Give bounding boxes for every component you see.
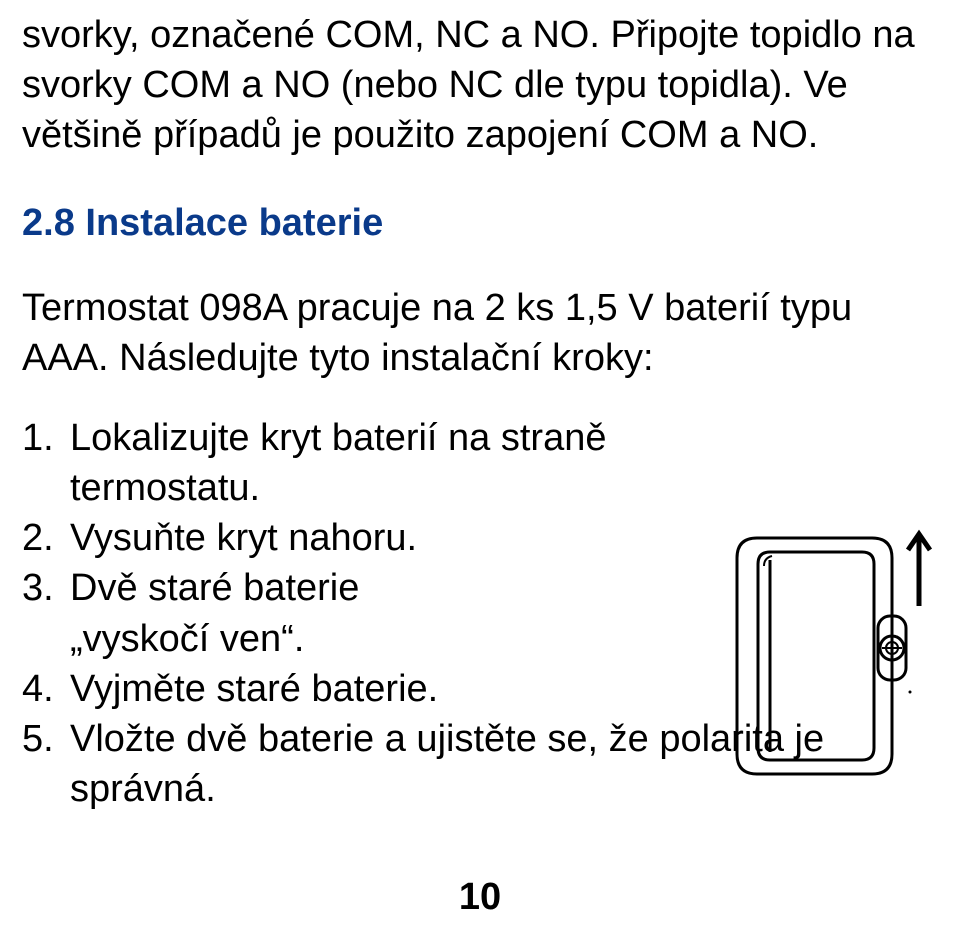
section-heading: 2.8 Instalace baterie (22, 198, 938, 248)
step-number: 3. (22, 563, 70, 663)
step-number: 5. (22, 714, 70, 814)
thermostat-svg (722, 506, 932, 806)
page-number: 10 (0, 876, 960, 919)
step-text: Lokalizujte kryt baterií na straně termo… (70, 413, 938, 513)
list-item: 1. Lokalizujte kryt baterií na straně te… (22, 413, 938, 513)
thermostat-illustration (722, 506, 932, 806)
step-number: 2. (22, 513, 70, 563)
step-number: 4. (22, 664, 70, 714)
intro-paragraph: svorky, označené COM, NC a NO. Připojte … (22, 10, 938, 160)
battery-paragraph: Termostat 098A pracuje na 2 ks 1,5 V bat… (22, 283, 938, 383)
page-container: svorky, označené COM, NC a NO. Připojte … (0, 0, 960, 937)
step-number: 1. (22, 413, 70, 513)
